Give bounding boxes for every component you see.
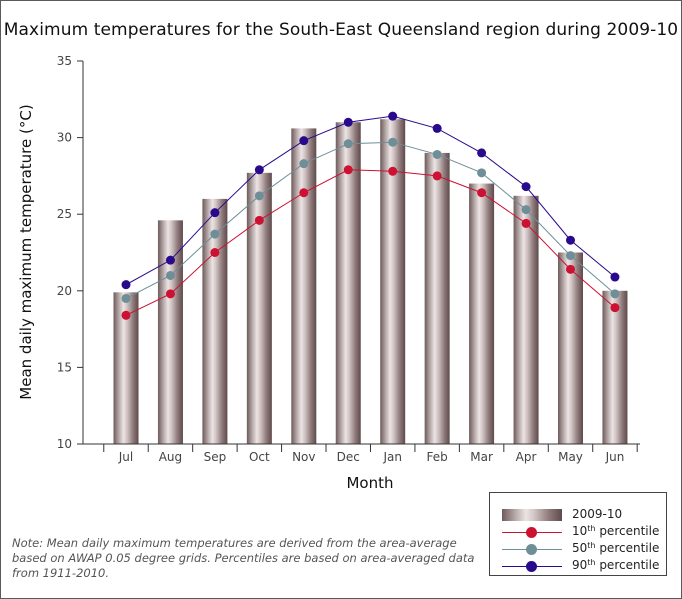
series-line-p10	[125, 169, 616, 316]
x-tick-label: Nov	[292, 450, 315, 464]
point-p50-nov	[299, 159, 309, 169]
y-tick-label: 25	[57, 207, 72, 221]
legend: 2009-10 10th percentile 50th percentile …	[489, 492, 667, 576]
point-p90-mar	[477, 148, 487, 158]
point-p10-nov	[299, 188, 309, 198]
bar-sep	[202, 198, 228, 444]
legend-p10-label: 10th percentile	[572, 524, 660, 538]
point-p10-feb	[432, 171, 442, 181]
bar-aug	[157, 220, 183, 444]
bar-oct	[246, 172, 272, 444]
point-p50-may	[566, 251, 575, 261]
bars-layer	[113, 119, 628, 445]
point-p10-sep	[210, 248, 220, 257]
x-tick-label: Oct	[249, 450, 270, 464]
point-p90-jun	[610, 272, 620, 282]
bar-may	[558, 252, 583, 444]
point-p50-apr	[521, 205, 531, 215]
y-tick-label: 35	[57, 54, 72, 68]
x-axis-label: Month	[346, 474, 394, 492]
point-p90-jan	[388, 111, 398, 121]
point-p10-jun	[610, 303, 620, 313]
x-tick-label: Apr	[516, 450, 537, 464]
y-tick-label: 10	[57, 437, 72, 451]
x-tick-label: Sep	[204, 450, 227, 464]
point-p50-dec	[343, 139, 353, 149]
point-p10-may	[566, 264, 575, 274]
chart-title: Maximum temperatures for the South-East …	[3, 20, 679, 40]
legend-dot-swatch	[526, 561, 537, 572]
point-p10-jul	[121, 310, 131, 320]
point-p50-jan	[388, 137, 398, 147]
x-tick-label: Mar	[470, 450, 493, 464]
y-tick-label: 15	[57, 360, 72, 374]
x-tick-label: May	[558, 450, 583, 464]
point-p50-jun	[610, 289, 620, 299]
point-p10-aug	[165, 289, 175, 299]
legend-bar-label: 2009-10	[572, 507, 623, 521]
point-p50-aug	[165, 270, 175, 280]
point-p10-dec	[343, 165, 353, 175]
legend-item-p50: 50th percentile	[490, 541, 666, 557]
chart-note: Note: Mean daily maximum temperatures ar…	[12, 536, 475, 580]
series-line-p90	[125, 115, 616, 286]
point-p90-dec	[343, 117, 353, 127]
x-tick-label: Dec	[337, 450, 360, 464]
point-p90-nov	[299, 136, 309, 146]
point-p10-jan	[388, 166, 398, 176]
point-p90-feb	[432, 123, 442, 133]
x-tick-label: Aug	[159, 450, 182, 464]
x-tick-label: Jul	[118, 450, 133, 464]
legend-p50-label: 50th percentile	[572, 541, 660, 555]
legend-p90-label: 90th percentile	[572, 558, 660, 572]
point-p50-feb	[432, 149, 442, 159]
point-p90-apr	[521, 182, 531, 192]
point-p50-oct	[254, 191, 264, 201]
axes-layer: 10 15 20 25 30 35 Jul Aug Sep Oct Nov Dec Jan Feb Mar A…	[57, 54, 640, 464]
point-p90-oct	[254, 165, 264, 175]
point-p90-aug	[165, 255, 175, 265]
point-p10-mar	[477, 188, 487, 198]
y-axis-label: Mean daily maximum temperature (°C)	[17, 104, 35, 400]
x-tick-label: Jun	[605, 450, 625, 464]
bar-apr	[513, 195, 539, 444]
y-tick-label: 30	[57, 131, 72, 145]
point-p50-jul	[121, 293, 131, 303]
bar-nov	[291, 128, 317, 444]
legend-dot-swatch	[526, 544, 537, 555]
x-tick-label: Jan	[382, 450, 402, 464]
point-p90-jul	[121, 280, 131, 290]
point-p90-sep	[210, 208, 220, 218]
bar-dec	[335, 122, 361, 444]
point-p50-sep	[210, 229, 220, 239]
series-line-p50	[125, 141, 616, 299]
point-p10-apr	[521, 218, 531, 228]
lines-layer	[121, 111, 620, 320]
y-tick-label: 20	[57, 284, 72, 298]
point-p50-mar	[477, 168, 487, 178]
bar-mar	[469, 183, 495, 444]
legend-item-p10: 10th percentile	[490, 524, 666, 540]
bar-feb	[424, 152, 450, 445]
point-p10-oct	[254, 215, 264, 225]
bar-jun	[602, 290, 628, 444]
legend-dot-swatch	[526, 527, 537, 538]
legend-item-bar: 2009-10	[490, 507, 666, 523]
x-tick-label: Feb	[427, 450, 448, 464]
legend-item-p90: 90th percentile	[490, 558, 666, 574]
legend-bar-swatch	[502, 509, 562, 521]
point-p90-may	[566, 235, 575, 245]
